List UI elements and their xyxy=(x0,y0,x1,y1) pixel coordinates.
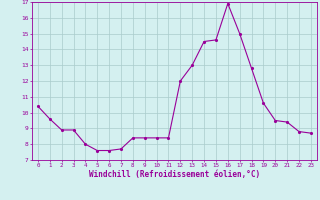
X-axis label: Windchill (Refroidissement éolien,°C): Windchill (Refroidissement éolien,°C) xyxy=(89,170,260,179)
